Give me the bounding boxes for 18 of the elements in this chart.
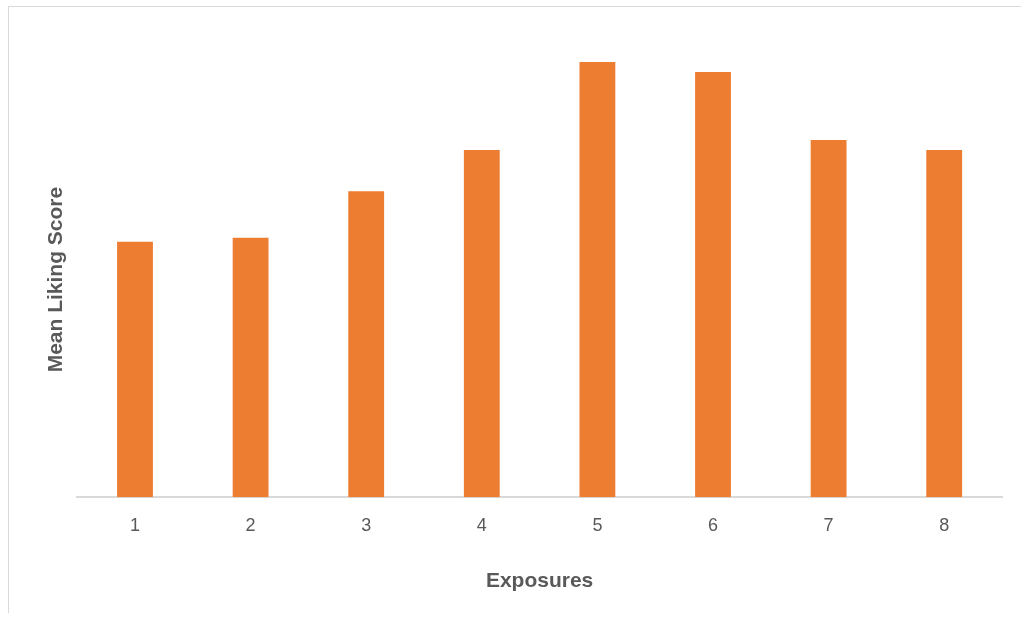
y-axis-title: Mean Liking Score	[43, 186, 67, 373]
x-tick-label: 7	[823, 514, 834, 535]
bar	[810, 139, 847, 498]
x-tick-label: 1	[129, 514, 141, 535]
bar	[232, 237, 269, 498]
x-tick-label: 6	[707, 514, 719, 535]
bar	[463, 149, 500, 498]
bar	[117, 241, 153, 498]
bar	[348, 191, 385, 498]
x-tick-label: 5	[592, 514, 603, 535]
bar	[926, 149, 963, 498]
x-tick-label: 4	[476, 514, 487, 535]
x-tick-label: 3	[361, 514, 372, 535]
bar	[579, 62, 616, 498]
x-tick-label: 8	[939, 514, 950, 535]
x-tick-label: 2	[245, 514, 256, 535]
bar	[695, 72, 731, 498]
x-axis-title: Exposures	[485, 568, 594, 592]
